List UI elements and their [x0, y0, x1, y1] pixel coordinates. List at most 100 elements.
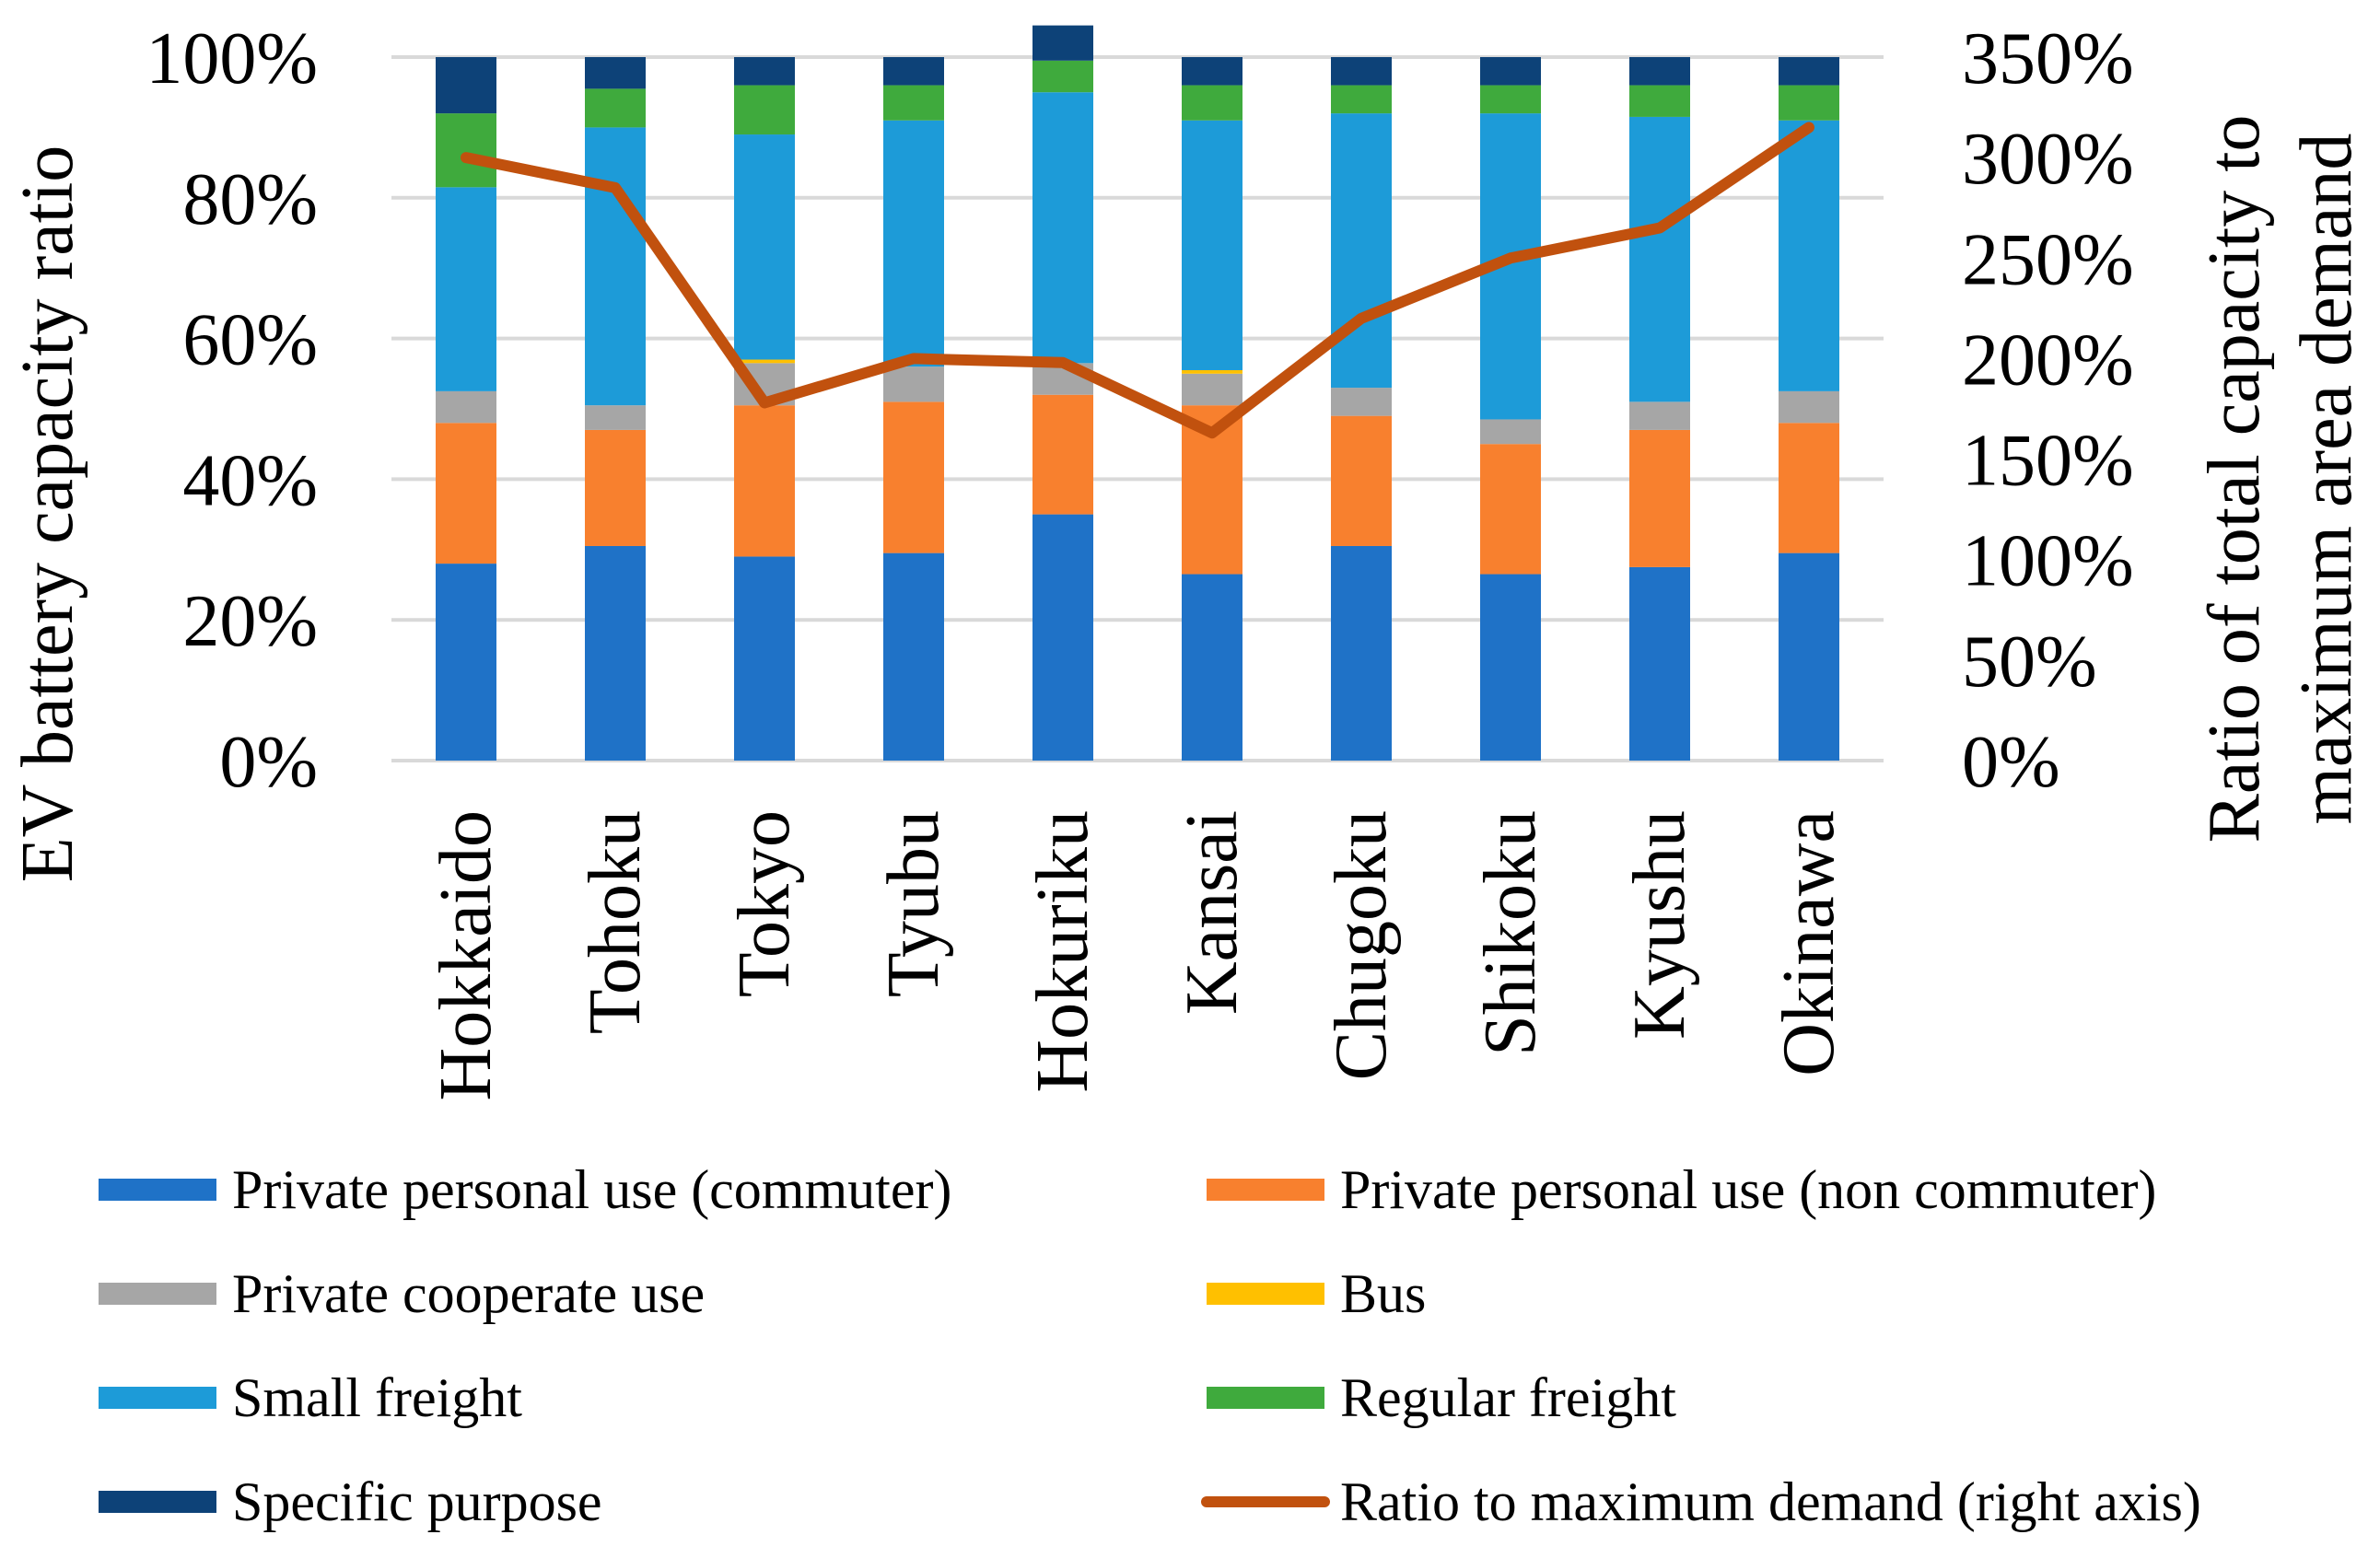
y-axis-title: EV battery capacity ratio: [7, 145, 88, 882]
category-label-tokyo: Tokyo: [724, 810, 805, 997]
category-label-hokuriku: Hokuriku: [1022, 810, 1103, 1093]
bar-private-personal-use-commuter: [585, 545, 646, 761]
bar-specific-purpose: [883, 57, 944, 86]
ratio-line-point: [1657, 225, 1662, 231]
y2-tick-label: 250%: [1962, 219, 2134, 300]
bar-private-personal-use-commuter: [1032, 514, 1093, 761]
bar-small-freight: [1032, 92, 1093, 364]
legend: Private personal use (commuter) Private p…: [99, 1159, 2201, 1532]
category-label-hokkaido: Hokkaido: [426, 810, 507, 1101]
bar-private-personal-use-commuter: [1331, 545, 1392, 761]
legend-label: Small freight: [232, 1367, 522, 1428]
bar-regular-freight: [1182, 85, 1242, 121]
legend-swatch-private-cooperate-use: [99, 1283, 216, 1305]
legend-label: Private cooperate use: [232, 1263, 705, 1324]
legend-label: Specific purpose: [232, 1471, 602, 1532]
category-label-tohoku: Tohoku: [575, 810, 656, 1034]
bar-private-cooperate-use: [883, 366, 944, 402]
bar-small-freight: [734, 134, 795, 360]
bar-regular-freight: [1779, 85, 1839, 121]
bar-private-personal-use-commuter: [734, 556, 795, 761]
bar-specific-purpose: [734, 57, 795, 86]
ratio-line-point: [612, 184, 618, 191]
y2-tick-label: 100%: [1962, 521, 2134, 602]
legend-label: Ratio to maximum demand (right axis): [1340, 1471, 2201, 1532]
ratio-line-point: [911, 355, 916, 362]
bar-small-freight: [1182, 120, 1242, 370]
bar-private-personal-use-non-commuter: [585, 429, 646, 546]
y2-tick-label: 150%: [1962, 421, 2134, 502]
bar-specific-purpose: [1182, 57, 1242, 86]
bar-regular-freight: [436, 113, 496, 188]
bar-regular-freight: [734, 85, 795, 135]
bar-private-personal-use-non-commuter: [1779, 423, 1839, 553]
bar-private-personal-use-commuter: [436, 564, 496, 761]
ratio-line-point: [762, 400, 767, 406]
legend-label: Private personal use (commuter): [232, 1159, 951, 1220]
y-tick-label: 0%: [219, 722, 318, 803]
category-label-okinawa: Okinawa: [1768, 810, 1849, 1076]
bar-specific-purpose: [1480, 57, 1541, 86]
bar-bus: [1182, 369, 1242, 374]
bar-regular-freight: [883, 85, 944, 121]
ratio-line-point: [1806, 124, 1812, 131]
legend-label: Regular freight: [1340, 1367, 1676, 1428]
bar-private-personal-use-commuter: [1182, 574, 1242, 761]
ratio-line-point: [1060, 359, 1066, 366]
bar-private-personal-use-commuter: [883, 552, 944, 761]
bar-private-cooperate-use: [1182, 373, 1242, 406]
y2-tick-label: 300%: [1962, 119, 2134, 200]
left-axis-ticks: 0% 20% 40% 60% 80% 100%: [146, 18, 318, 803]
bar-small-freight: [436, 187, 496, 391]
category-label-kyushu: Kyushu: [1619, 810, 1700, 1040]
bar-regular-freight: [585, 88, 646, 128]
y-tick-label: 100%: [146, 18, 318, 99]
legend-swatch-specific-purpose: [99, 1491, 216, 1513]
y-tick-label: 20%: [182, 581, 318, 662]
bar-regular-freight: [1480, 85, 1541, 114]
bar-private-personal-use-non-commuter: [1032, 394, 1093, 515]
bar-private-cooperate-use: [436, 390, 496, 424]
bar-specific-purpose: [1779, 57, 1839, 86]
bar-small-freight: [1779, 120, 1839, 391]
bar-private-personal-use-non-commuter: [436, 423, 496, 564]
ratio-line-path: [461, 122, 1814, 439]
bar-specific-purpose: [585, 57, 646, 89]
bar-specific-purpose: [1331, 57, 1392, 86]
y-tick-label: 40%: [182, 440, 318, 521]
bar-private-personal-use-non-commuter: [883, 401, 944, 553]
y2-tick-label: 350%: [1962, 18, 2134, 99]
category-label-chugoku: Chugoku: [1321, 810, 1402, 1080]
bar-private-cooperate-use: [1480, 419, 1541, 445]
bar-small-freight: [883, 120, 944, 367]
category-label-kansai: Kansai: [1172, 810, 1253, 1015]
legend-label: Private personal use (non commuter): [1340, 1159, 2156, 1220]
bar-regular-freight: [1629, 85, 1690, 117]
bar-small-freight: [1629, 116, 1690, 402]
legend-label: Bus: [1340, 1263, 1426, 1324]
category-label-shikoku: Shikoku: [1470, 810, 1551, 1056]
category-label-tyubu: Tyubu: [873, 810, 954, 997]
bar-private-personal-use-non-commuter: [1331, 415, 1392, 546]
y2-tick-label: 50%: [1962, 622, 2097, 703]
y2-tick-label: 200%: [1962, 320, 2134, 401]
bar-regular-freight: [1032, 60, 1093, 93]
bar-specific-purpose: [1032, 25, 1093, 61]
legend-swatch-bus: [1207, 1283, 1324, 1305]
legend-swatch-private-personal-use-non-commuter: [1207, 1179, 1324, 1201]
bar-private-personal-use-non-commuter: [734, 405, 795, 557]
bar-private-personal-use-non-commuter: [1480, 444, 1541, 575]
bar-private-cooperate-use: [585, 405, 646, 430]
bar-private-cooperate-use: [1779, 390, 1839, 424]
y2-tick-label: 0%: [1962, 722, 2060, 803]
legend-swatch-small-freight: [99, 1387, 216, 1409]
bar-private-personal-use-commuter: [1779, 552, 1839, 761]
bar-regular-freight: [1331, 85, 1392, 114]
ratio-line-point: [1209, 430, 1215, 436]
ratio-line: [461, 122, 1814, 439]
bar-specific-purpose: [1629, 57, 1690, 86]
right-axis-ticks: 0% 50% 100% 150% 200% 250% 300% 350%: [1962, 18, 2134, 803]
bar-small-freight: [1331, 113, 1392, 389]
bar-private-cooperate-use: [1629, 401, 1690, 430]
bar-bus: [734, 359, 795, 364]
